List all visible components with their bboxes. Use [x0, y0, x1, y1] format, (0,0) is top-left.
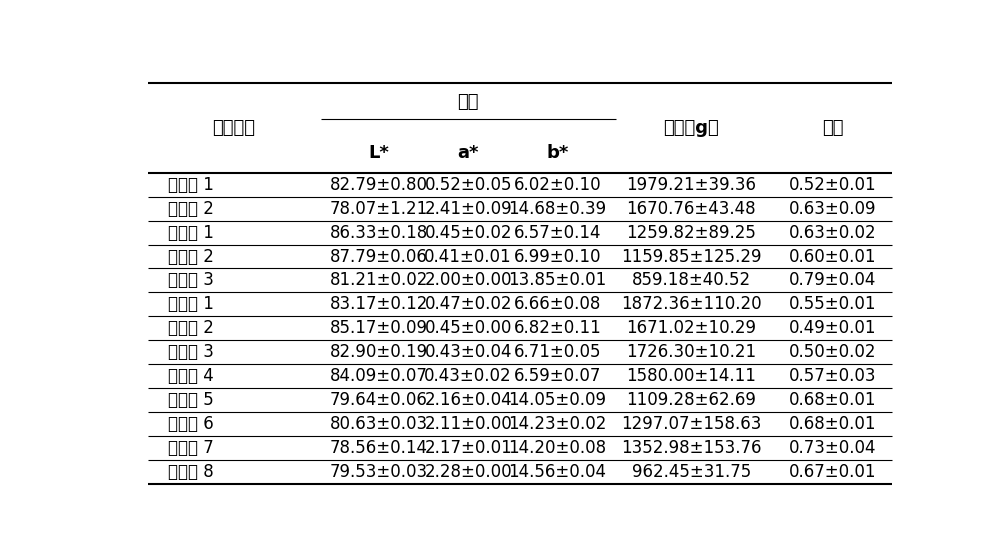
Text: 1259.82±89.25: 1259.82±89.25 — [626, 223, 756, 242]
Text: 80.63±0.03: 80.63±0.03 — [330, 415, 428, 433]
Text: 82.79±0.80: 82.79±0.80 — [330, 176, 428, 194]
Text: 0.73±0.04: 0.73±0.04 — [789, 439, 876, 457]
Text: 糙米产品: 糙米产品 — [212, 119, 255, 137]
Text: 1352.98±153.76: 1352.98±153.76 — [621, 439, 762, 457]
Text: 0.63±0.09: 0.63±0.09 — [789, 200, 876, 218]
Text: 859.18±40.52: 859.18±40.52 — [632, 272, 751, 289]
Text: 6.57±0.14: 6.57±0.14 — [514, 223, 601, 242]
Text: 1670.76±43.48: 1670.76±43.48 — [627, 200, 756, 218]
Text: 14.56±0.04: 14.56±0.04 — [508, 463, 606, 481]
Text: 83.17±0.12: 83.17±0.12 — [330, 295, 428, 314]
Text: 2.17±0.01: 2.17±0.01 — [424, 439, 512, 457]
Text: 对比例 5: 对比例 5 — [168, 391, 213, 409]
Text: 粘度: 粘度 — [822, 119, 843, 137]
Text: 1297.07±158.63: 1297.07±158.63 — [621, 415, 762, 433]
Text: 1580.00±14.11: 1580.00±14.11 — [626, 367, 756, 385]
Text: 0.68±0.01: 0.68±0.01 — [789, 415, 876, 433]
Text: 6.99±0.10: 6.99±0.10 — [514, 248, 601, 265]
Text: 0.60±0.01: 0.60±0.01 — [789, 248, 876, 265]
Text: 对比例 3: 对比例 3 — [168, 343, 214, 361]
Text: 0.67±0.01: 0.67±0.01 — [789, 463, 876, 481]
Text: 1979.21±39.36: 1979.21±39.36 — [626, 176, 756, 194]
Text: 14.23±0.02: 14.23±0.02 — [508, 415, 607, 433]
Text: 0.45±0.02: 0.45±0.02 — [424, 223, 512, 242]
Text: 2.11±0.00: 2.11±0.00 — [424, 415, 512, 433]
Text: 6.02±0.10: 6.02±0.10 — [514, 176, 601, 194]
Text: 82.90±0.19: 82.90±0.19 — [330, 343, 428, 361]
Text: 对比例 7: 对比例 7 — [168, 439, 213, 457]
Text: 1109.28±62.69: 1109.28±62.69 — [626, 391, 756, 409]
Text: 实施例 2: 实施例 2 — [168, 248, 214, 265]
Text: 0.52±0.05: 0.52±0.05 — [424, 176, 512, 194]
Text: 2.00±0.00: 2.00±0.00 — [424, 272, 512, 289]
Text: 对比例 2: 对比例 2 — [168, 319, 214, 337]
Text: 0.43±0.02: 0.43±0.02 — [424, 367, 512, 385]
Text: 2.28±0.00: 2.28±0.00 — [424, 463, 512, 481]
Text: 79.53±0.03: 79.53±0.03 — [330, 463, 428, 481]
Text: 81.21±0.02: 81.21±0.02 — [330, 272, 428, 289]
Text: 87.79±0.06: 87.79±0.06 — [330, 248, 428, 265]
Text: 2.16±0.04: 2.16±0.04 — [424, 391, 512, 409]
Text: 0.41±0.01: 0.41±0.01 — [424, 248, 512, 265]
Text: 对比例 6: 对比例 6 — [168, 415, 213, 433]
Text: 78.56±0.14: 78.56±0.14 — [330, 439, 428, 457]
Text: a*: a* — [457, 144, 479, 161]
Text: 6.82±0.11: 6.82±0.11 — [514, 319, 601, 337]
Text: 0.57±0.03: 0.57±0.03 — [789, 367, 876, 385]
Text: 0.63±0.02: 0.63±0.02 — [789, 223, 877, 242]
Text: 0.43±0.04: 0.43±0.04 — [424, 343, 512, 361]
Text: 962.45±31.75: 962.45±31.75 — [632, 463, 751, 481]
Text: 14.68±0.39: 14.68±0.39 — [508, 200, 607, 218]
Text: 6.59±0.07: 6.59±0.07 — [514, 367, 601, 385]
Text: b*: b* — [546, 144, 569, 161]
Text: 6.71±0.05: 6.71±0.05 — [514, 343, 601, 361]
Text: 0.68±0.01: 0.68±0.01 — [789, 391, 876, 409]
Text: 14.20±0.08: 14.20±0.08 — [508, 439, 607, 457]
Text: 硬度（g）: 硬度（g） — [663, 119, 719, 137]
Text: 实施例 3: 实施例 3 — [168, 272, 214, 289]
Text: 79.64±0.06: 79.64±0.06 — [330, 391, 428, 409]
Text: 0.47±0.02: 0.47±0.02 — [424, 295, 512, 314]
Text: 对照组 2: 对照组 2 — [168, 200, 214, 218]
Text: 0.45±0.00: 0.45±0.00 — [424, 319, 512, 337]
Text: 对比例 1: 对比例 1 — [168, 295, 214, 314]
Text: 14.05±0.09: 14.05±0.09 — [508, 391, 606, 409]
Text: L*: L* — [368, 144, 389, 161]
Text: 对比例 4: 对比例 4 — [168, 367, 213, 385]
Text: 对照组 1: 对照组 1 — [168, 176, 214, 194]
Text: 色泽: 色泽 — [457, 93, 479, 111]
Text: 84.09±0.07: 84.09±0.07 — [330, 367, 428, 385]
Text: 85.17±0.09: 85.17±0.09 — [330, 319, 428, 337]
Text: 86.33±0.18: 86.33±0.18 — [330, 223, 428, 242]
Text: 1159.85±125.29: 1159.85±125.29 — [621, 248, 762, 265]
Text: 78.07±1.21: 78.07±1.21 — [330, 200, 428, 218]
Text: 对比例 8: 对比例 8 — [168, 463, 213, 481]
Text: 0.52±0.01: 0.52±0.01 — [789, 176, 877, 194]
Text: 13.85±0.01: 13.85±0.01 — [508, 272, 607, 289]
Text: 0.49±0.01: 0.49±0.01 — [789, 319, 876, 337]
Text: 0.55±0.01: 0.55±0.01 — [789, 295, 876, 314]
Text: 0.79±0.04: 0.79±0.04 — [789, 272, 876, 289]
Text: 1671.02±10.29: 1671.02±10.29 — [626, 319, 756, 337]
Text: 1726.30±10.21: 1726.30±10.21 — [626, 343, 756, 361]
Text: 2.41±0.09: 2.41±0.09 — [424, 200, 512, 218]
Text: 1872.36±110.20: 1872.36±110.20 — [621, 295, 762, 314]
Text: 0.50±0.02: 0.50±0.02 — [789, 343, 876, 361]
Text: 6.66±0.08: 6.66±0.08 — [514, 295, 601, 314]
Text: 实施例 1: 实施例 1 — [168, 223, 214, 242]
